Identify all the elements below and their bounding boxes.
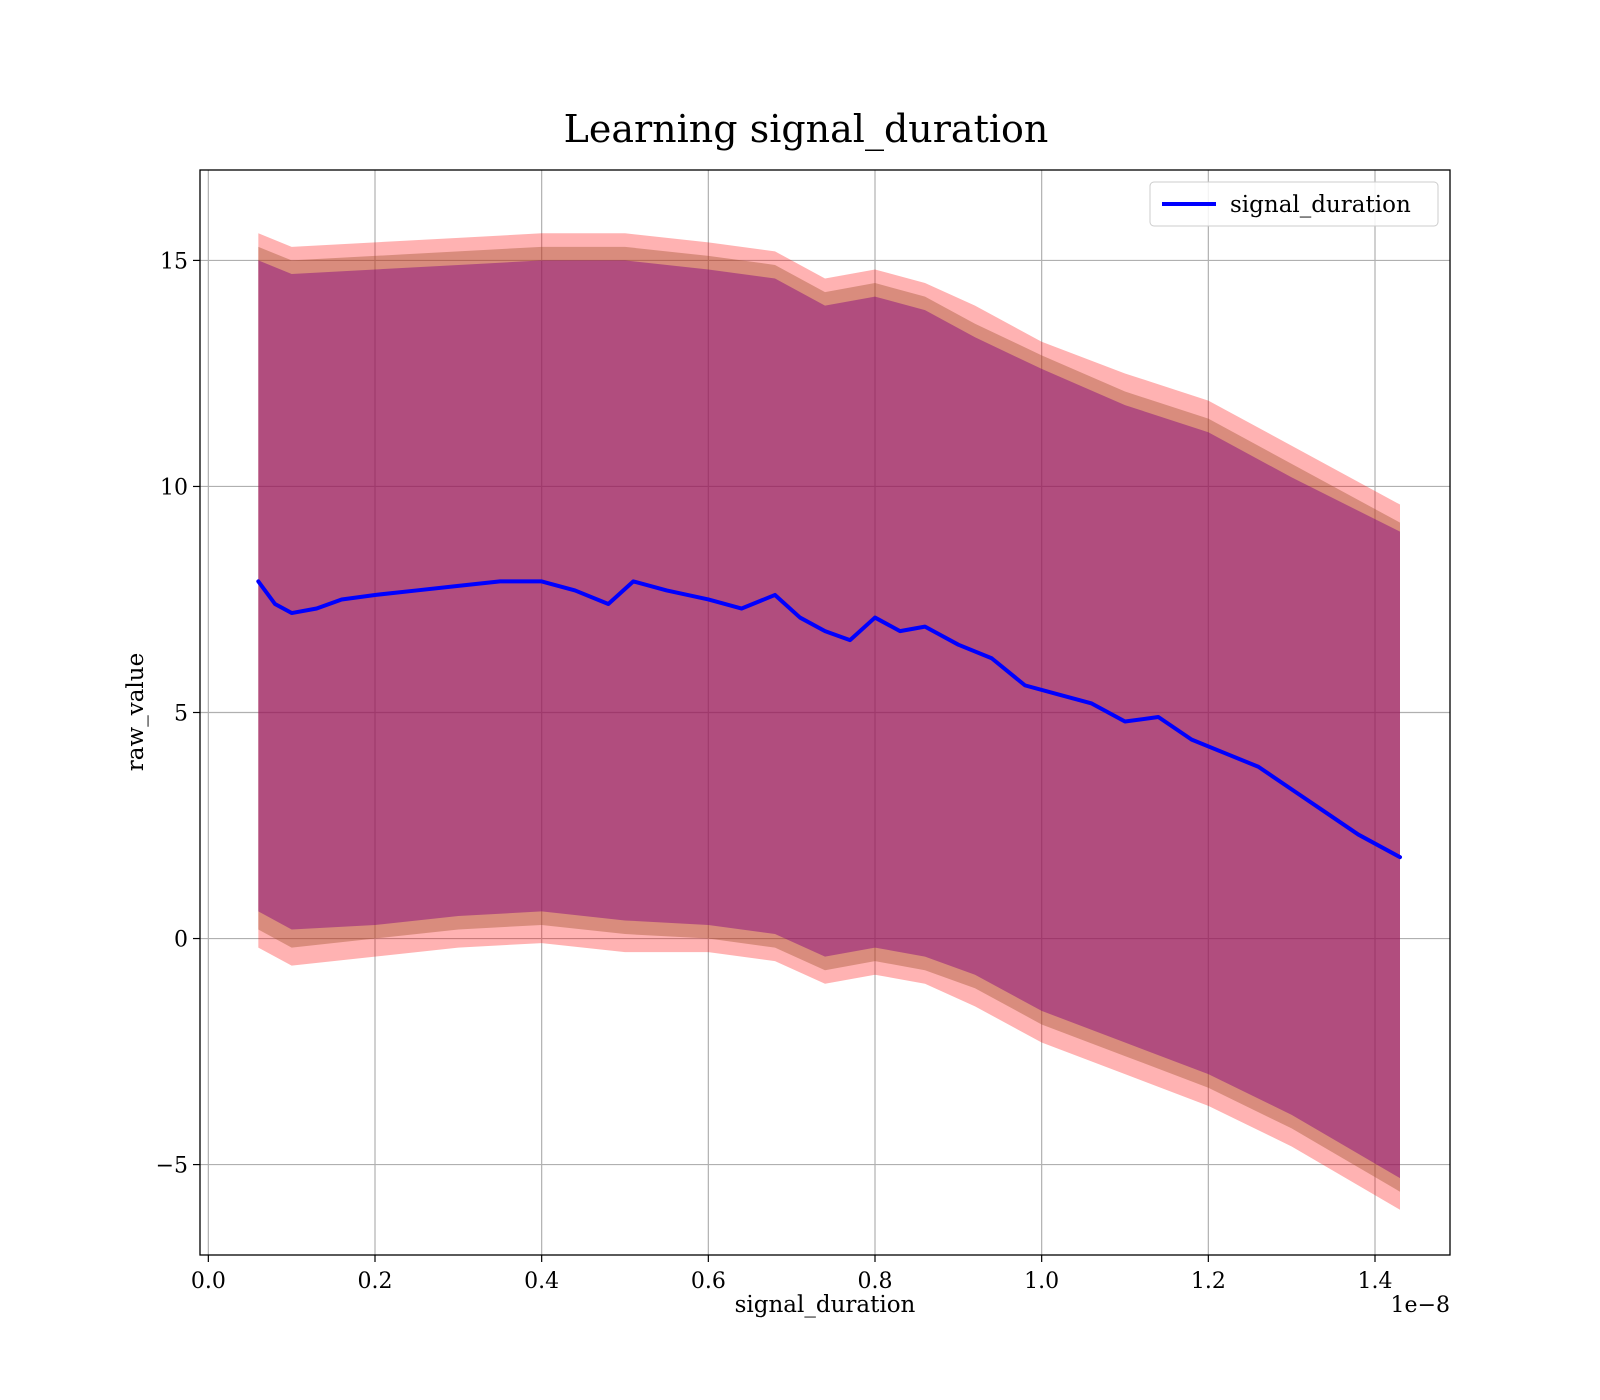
series-point xyxy=(923,625,927,629)
legend-box xyxy=(1149,181,1439,227)
x-tick-label: 1.4 xyxy=(1358,1269,1393,1294)
x-tick-label: 1.2 xyxy=(1191,1269,1226,1294)
chart-title: Learning signal_duration xyxy=(564,107,1049,152)
confidence-band-2 xyxy=(258,260,1400,1179)
tick-layer: 0.0 0.2 0.4 0.6 0.8 1.0 1.2 1.4 −5 0 5 10 15 xyxy=(156,249,1393,1294)
series-point xyxy=(823,629,827,633)
series-point xyxy=(773,593,777,597)
x-tick-label: 0.4 xyxy=(524,1269,559,1294)
series-point xyxy=(706,597,710,601)
grid-layer xyxy=(200,170,1450,1255)
series-point xyxy=(315,607,319,611)
series-point xyxy=(415,588,419,592)
y-axis-label: raw_value xyxy=(123,653,149,771)
y-tick-label: 5 xyxy=(174,702,188,727)
series-point xyxy=(1090,701,1094,705)
series-point xyxy=(540,579,544,583)
series-point xyxy=(665,588,669,592)
series-point xyxy=(1190,738,1194,742)
series-point xyxy=(873,616,877,620)
series-point xyxy=(606,602,610,606)
series-point xyxy=(1056,692,1060,696)
series-point xyxy=(798,616,802,620)
series-point xyxy=(573,588,577,592)
legend: signal_duration xyxy=(1149,181,1439,227)
series-point xyxy=(1398,855,1402,859)
series-point xyxy=(898,629,902,633)
x-tick-label: 0.6 xyxy=(691,1269,726,1294)
y-tick-label: 0 xyxy=(174,928,188,953)
series-point xyxy=(956,643,960,647)
series-point xyxy=(1156,715,1160,719)
series-point xyxy=(373,593,377,597)
series-point xyxy=(1323,810,1327,814)
x-tick-label: 0.2 xyxy=(358,1269,393,1294)
series-point xyxy=(1256,765,1260,769)
series-point xyxy=(1356,833,1360,837)
x-tick-label: 0.0 xyxy=(191,1269,226,1294)
series-point xyxy=(340,597,344,601)
x-axis-label: signal_duration xyxy=(735,1292,916,1318)
series-point xyxy=(1023,683,1027,687)
y-tick-label: 10 xyxy=(160,475,188,500)
series-point xyxy=(273,602,277,606)
series-point xyxy=(456,584,460,588)
series-point xyxy=(1223,751,1227,755)
series-point xyxy=(631,579,635,583)
band-layer xyxy=(258,233,1400,1210)
x-tick-label: 1.0 xyxy=(1024,1269,1059,1294)
series-point xyxy=(290,611,294,615)
series-point xyxy=(848,638,852,642)
series-point xyxy=(498,579,502,583)
series-point xyxy=(740,607,744,611)
series-layer xyxy=(256,579,1402,860)
legend-label: signal_duration xyxy=(1230,192,1411,218)
series-point xyxy=(1290,787,1294,791)
series-point xyxy=(1123,720,1127,724)
confidence-band-1 xyxy=(258,246,1400,1192)
y-tick-label: −5 xyxy=(156,1154,188,1179)
confidence-band-0 xyxy=(258,233,1400,1210)
series-point xyxy=(256,579,260,583)
y-tick-label: 15 xyxy=(160,249,188,274)
x-tick-label: 0.8 xyxy=(858,1269,893,1294)
x-axis-offset-text: 1e−8 xyxy=(1391,1293,1450,1318)
series-point xyxy=(990,656,994,660)
